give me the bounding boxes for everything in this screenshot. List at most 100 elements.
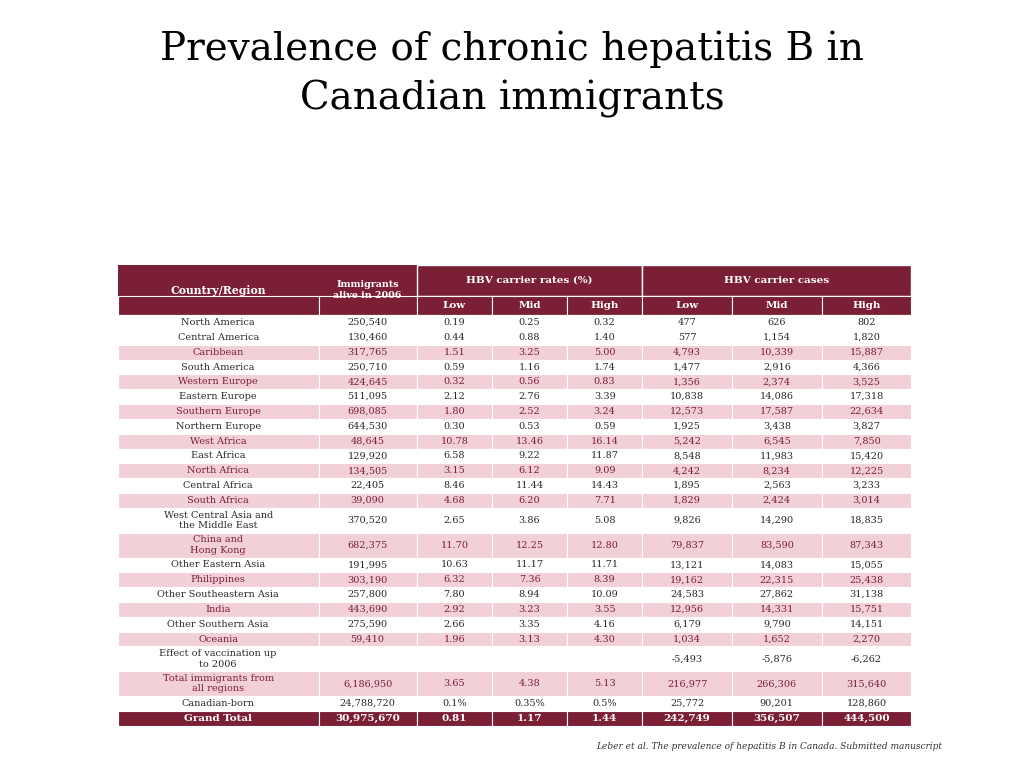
Text: Philippines: Philippines (190, 575, 246, 584)
Text: 1.44: 1.44 (592, 713, 617, 723)
Text: 1.80: 1.80 (443, 407, 465, 416)
Text: 8,234: 8,234 (763, 466, 791, 475)
Text: 48,645: 48,645 (350, 436, 385, 445)
Bar (417, 631, 492, 647)
Bar (642, 345, 732, 359)
Bar (732, 508, 821, 533)
Text: 9.22: 9.22 (518, 452, 541, 461)
Bar (417, 449, 492, 463)
Text: 3,438: 3,438 (763, 422, 791, 431)
Bar (821, 434, 911, 449)
Bar (732, 345, 821, 359)
Text: 6.20: 6.20 (519, 496, 541, 505)
Text: Low: Low (442, 301, 466, 310)
Text: Canadian-born: Canadian-born (181, 699, 255, 708)
Bar (417, 533, 492, 558)
Text: 191,995: 191,995 (347, 561, 388, 569)
Bar (567, 330, 642, 345)
Bar (821, 296, 911, 315)
Text: 802: 802 (857, 318, 876, 327)
Bar (417, 508, 492, 533)
Text: Other Southeastern Asia: Other Southeastern Asia (158, 590, 279, 599)
Bar (492, 617, 567, 631)
Bar (417, 359, 492, 375)
Text: Leber et al. The prevalence of hepatitis B in Canada. Submitted manuscript: Leber et al. The prevalence of hepatitis… (596, 742, 942, 751)
Bar (821, 617, 911, 631)
Text: 9,790: 9,790 (763, 620, 791, 629)
Text: 130,460: 130,460 (347, 333, 388, 342)
Text: 8.39: 8.39 (594, 575, 615, 584)
Text: 129,920: 129,920 (347, 452, 388, 461)
Text: 22,634: 22,634 (849, 407, 884, 416)
Text: 511,095: 511,095 (347, 392, 388, 401)
Bar (318, 404, 417, 419)
Bar (821, 588, 911, 602)
Bar (821, 696, 911, 711)
Bar (492, 602, 567, 617)
Text: Western Europe: Western Europe (178, 377, 258, 386)
Text: Other Southern Asia: Other Southern Asia (168, 620, 269, 629)
Text: 242,749: 242,749 (664, 713, 711, 723)
Bar (821, 449, 911, 463)
Text: 3.24: 3.24 (594, 407, 615, 416)
Text: 25,438: 25,438 (850, 575, 884, 584)
Bar (642, 478, 732, 493)
Bar (318, 647, 417, 671)
Bar (642, 449, 732, 463)
Text: 15,420: 15,420 (850, 452, 884, 461)
Bar (642, 315, 732, 330)
Bar (567, 449, 642, 463)
Text: 25,772: 25,772 (670, 699, 705, 708)
Text: 577: 577 (678, 333, 696, 342)
Bar (492, 315, 567, 330)
Text: 2,916: 2,916 (763, 362, 791, 372)
Text: 13,121: 13,121 (670, 561, 705, 569)
Bar (821, 631, 911, 647)
Text: 7.80: 7.80 (443, 590, 465, 599)
Bar (567, 463, 642, 478)
Text: 0.59: 0.59 (443, 362, 465, 372)
Bar (567, 419, 642, 434)
Bar (118, 671, 318, 696)
Bar (417, 315, 492, 330)
Bar (732, 449, 821, 463)
Bar (118, 572, 318, 588)
Bar (821, 493, 911, 508)
Bar (821, 572, 911, 588)
Bar (732, 330, 821, 345)
Bar (821, 419, 911, 434)
Bar (642, 631, 732, 647)
Bar (118, 315, 318, 330)
Bar (492, 359, 567, 375)
Text: 14,151: 14,151 (849, 620, 884, 629)
Bar (732, 533, 821, 558)
Bar (492, 631, 567, 647)
Bar (492, 493, 567, 508)
Bar (417, 296, 492, 315)
Bar (318, 711, 417, 726)
Bar (642, 389, 732, 404)
Text: Prevalence of chronic hepatitis B in
Canadian immigrants: Prevalence of chronic hepatitis B in Can… (160, 31, 864, 118)
Bar (318, 588, 417, 602)
Bar (567, 359, 642, 375)
Text: 14,290: 14,290 (760, 516, 794, 525)
Bar (642, 602, 732, 617)
Text: 5,242: 5,242 (673, 436, 701, 445)
Text: 39,090: 39,090 (350, 496, 385, 505)
Text: 0.32: 0.32 (594, 318, 615, 327)
Text: 11.70: 11.70 (440, 541, 468, 550)
Bar (642, 572, 732, 588)
Bar (318, 345, 417, 359)
Bar (318, 375, 417, 389)
Text: Effect of vaccination up
to 2006: Effect of vaccination up to 2006 (160, 649, 276, 668)
Bar (492, 671, 567, 696)
Bar (567, 315, 642, 330)
Text: 6.12: 6.12 (518, 466, 541, 475)
Text: 0.5%: 0.5% (593, 699, 616, 708)
Bar (417, 493, 492, 508)
Text: -5,876: -5,876 (761, 654, 793, 664)
Bar (118, 602, 318, 617)
Bar (642, 330, 732, 345)
Bar (318, 533, 417, 558)
Text: Grand Total: Grand Total (184, 713, 252, 723)
